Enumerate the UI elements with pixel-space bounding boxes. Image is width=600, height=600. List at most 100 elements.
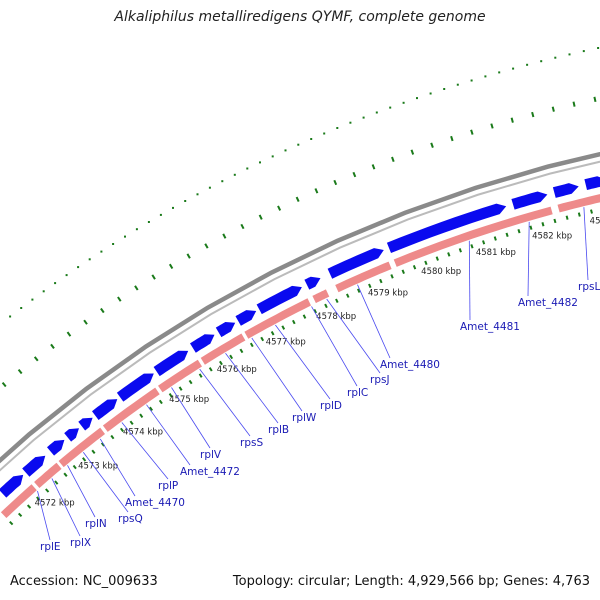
rna-bar (34, 462, 62, 488)
gene-arrow (584, 176, 600, 190)
leader-line (326, 298, 381, 374)
leader-line (99, 438, 136, 497)
outer-dot (389, 106, 392, 109)
leader-line (171, 387, 211, 449)
inner-tick (517, 228, 521, 234)
gc-tick (100, 307, 105, 314)
scale-ticks: 4572 kbp 4573 kbp 4574 kbp 4575 kbp 4576 kbp… (35, 217, 600, 509)
outer-dot (196, 193, 199, 196)
inner-tick (435, 256, 439, 261)
inner-tick (139, 413, 144, 418)
outer-dot (31, 298, 34, 301)
gene-arrow (386, 203, 507, 253)
inner-tick (335, 298, 339, 304)
inner-tick (324, 303, 328, 309)
outer-dot-ring (9, 47, 600, 318)
gc-tick (490, 123, 494, 129)
outer-dot (159, 213, 162, 216)
genome-title: Alkaliphilus metalliredigens QYMF, compl… (114, 9, 486, 25)
inner-tick (447, 252, 451, 257)
gene-label: rpsL (578, 281, 600, 293)
inner-tick (379, 278, 383, 284)
outer-dot (184, 200, 187, 202)
gc-tick (314, 188, 319, 194)
gene-label: Amet_4482 (518, 297, 578, 309)
outer-dot (416, 97, 418, 100)
gene-label: rpsQ (118, 513, 143, 525)
gc-tick (117, 296, 122, 302)
inner-tick (54, 480, 59, 485)
gc-tick (295, 196, 300, 203)
gc-tick (50, 343, 55, 349)
gene-track (0, 176, 600, 498)
inner-tick (100, 442, 105, 447)
inner-tick (541, 222, 545, 227)
scale-tick-label: 4582 kbp (532, 231, 572, 241)
backbone-outer (0, 151, 600, 464)
gene-arrow (22, 455, 46, 477)
gene-label: rplP (158, 480, 178, 492)
scale-tick-label: 4581 kbp (476, 248, 516, 258)
outer-dot (271, 155, 274, 158)
outer-dot (456, 83, 459, 86)
gc-tick (1, 381, 7, 388)
outer-dot (336, 127, 339, 129)
accession-text: Accession: NC_009633 (10, 574, 158, 589)
outer-dot (349, 121, 352, 124)
inner-tick-ring (9, 209, 593, 526)
inner-tick (565, 215, 569, 220)
inner-tick (82, 457, 87, 462)
leader-line (51, 478, 81, 537)
inner-tick (401, 269, 405, 274)
gc-tick (531, 111, 535, 118)
gene-label: rplW (292, 412, 317, 424)
gene-arrow (552, 183, 579, 198)
outer-dot (582, 50, 585, 53)
gc-tick (83, 319, 88, 325)
leader-line (146, 404, 191, 466)
outer-dot (259, 161, 261, 164)
inner-tick (249, 342, 254, 348)
gc-tick (551, 106, 555, 112)
gene-label: rpsJ (370, 374, 390, 386)
outer-dot (233, 173, 236, 176)
inner-tick (120, 427, 124, 433)
outer-dot (135, 228, 138, 231)
inner-tick (345, 293, 350, 298)
outer-dot (88, 258, 91, 261)
gene-label: rplV (200, 449, 222, 461)
rna-bar (102, 387, 160, 432)
gc-tick (186, 253, 191, 259)
inner-tick (63, 472, 68, 477)
outer-dot (470, 79, 473, 82)
outer-dot (429, 92, 432, 95)
rna-bar (312, 289, 330, 304)
inner-tick (208, 367, 213, 372)
outer-dot (554, 56, 557, 59)
gene-label: Amet_4470 (125, 497, 185, 509)
inner-tick (590, 209, 593, 214)
outer-dot (540, 60, 543, 63)
gene-label: rplC (347, 387, 368, 399)
inner-tick (26, 504, 32, 509)
gc-tick (204, 243, 209, 249)
rna-bar (335, 261, 392, 293)
inner-tick (17, 512, 23, 517)
outer-dot (112, 243, 115, 245)
gc-tick (371, 164, 376, 170)
gc-tick (277, 205, 282, 211)
outer-dot (512, 67, 515, 70)
inner-tick (158, 399, 163, 405)
leader-line (199, 368, 251, 437)
gc-tick (410, 149, 415, 155)
inner-tick (505, 232, 509, 238)
leader-line (67, 465, 96, 518)
inner-tick (129, 420, 134, 425)
gene-arrow (304, 276, 321, 290)
leader-line (251, 337, 303, 412)
gc-tick (430, 142, 434, 148)
rna-bar (557, 194, 600, 213)
inner-tick (239, 348, 244, 354)
rna-bar (393, 206, 553, 267)
